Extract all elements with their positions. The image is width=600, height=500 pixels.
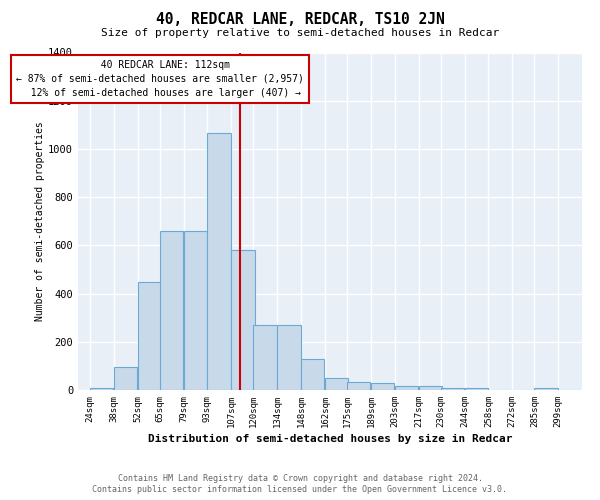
- Bar: [440, 388, 464, 390]
- Bar: [277, 326, 301, 390]
- Bar: [137, 282, 161, 390]
- Bar: [371, 383, 394, 390]
- Text: Contains HM Land Registry data © Crown copyright and database right 2024.
Contai: Contains HM Land Registry data © Crown c…: [92, 474, 508, 494]
- Bar: [419, 386, 442, 390]
- Bar: [114, 367, 137, 390]
- Bar: [160, 231, 183, 390]
- Text: Size of property relative to semi-detached houses in Redcar: Size of property relative to semi-detach…: [101, 28, 499, 38]
- Bar: [301, 358, 325, 390]
- Bar: [253, 326, 277, 390]
- Text: 40 REDCAR LANE: 112sqm
← 87% of semi-detached houses are smaller (2,957)
  12% o: 40 REDCAR LANE: 112sqm ← 87% of semi-det…: [16, 60, 304, 98]
- Bar: [90, 388, 113, 390]
- X-axis label: Distribution of semi-detached houses by size in Redcar: Distribution of semi-detached houses by …: [148, 434, 512, 444]
- Bar: [208, 134, 231, 390]
- Bar: [395, 386, 418, 390]
- Text: 40, REDCAR LANE, REDCAR, TS10 2JN: 40, REDCAR LANE, REDCAR, TS10 2JN: [155, 12, 445, 28]
- Bar: [184, 231, 207, 390]
- Bar: [325, 378, 348, 390]
- Bar: [231, 250, 254, 390]
- Bar: [535, 388, 557, 390]
- Bar: [464, 388, 488, 390]
- Y-axis label: Number of semi-detached properties: Number of semi-detached properties: [35, 122, 46, 321]
- Bar: [347, 382, 370, 390]
